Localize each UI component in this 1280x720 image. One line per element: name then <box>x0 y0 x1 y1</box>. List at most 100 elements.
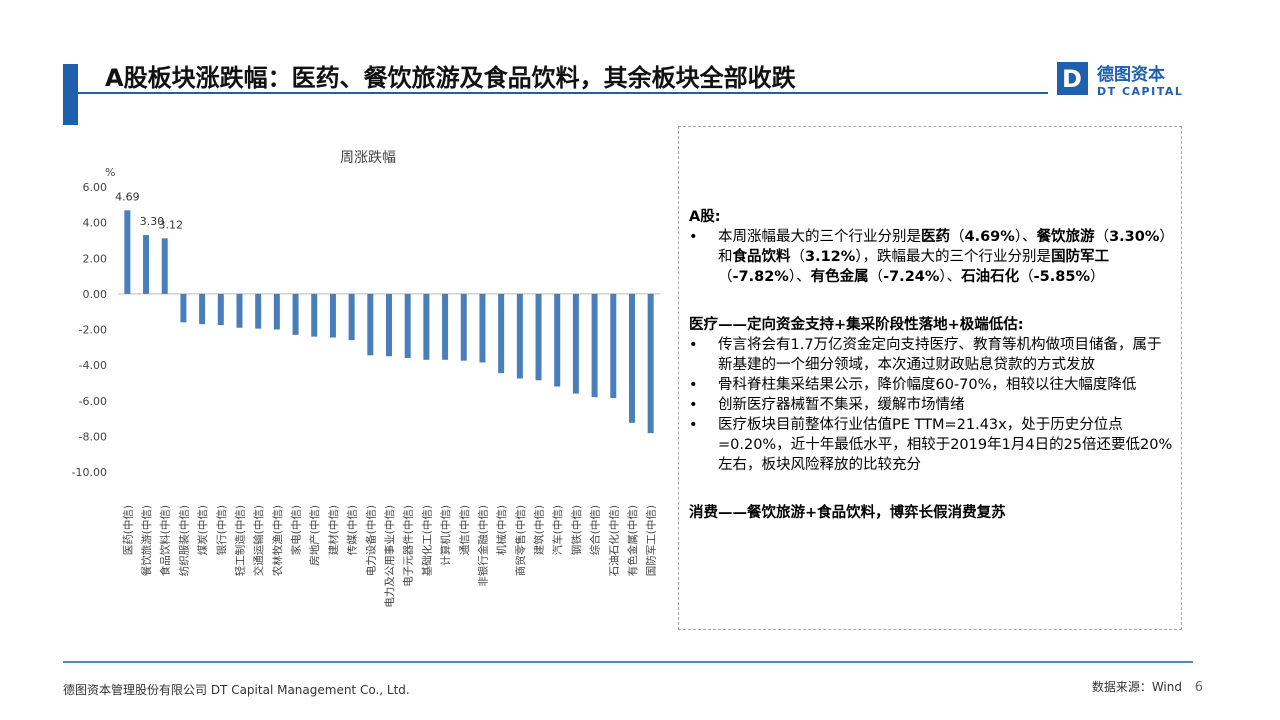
bullet-text: 骨科脊柱集采结果公示，降价幅度60-70%，相较以往大幅度降低 <box>718 377 1137 393</box>
bar <box>498 293 505 374</box>
page-number: 6 <box>1195 680 1203 695</box>
chart-title: 周涨跌幅 <box>340 150 396 166</box>
data-label: 3.30 <box>140 215 165 228</box>
x-tick-label: 电力及公用事业(中信) <box>383 505 396 608</box>
bar <box>236 293 243 328</box>
x-tick-label: 纺织服装(中信) <box>177 505 190 576</box>
bar <box>572 293 579 394</box>
bullet-text: 国防军工 <box>1051 249 1110 265</box>
bullet-text: ）、 <box>939 269 962 285</box>
bullet-text: （ <box>1019 269 1034 285</box>
x-tick-label: 电力设备(中信) <box>364 505 377 576</box>
x-tick-label: 计算机(中信) <box>439 505 452 566</box>
bar <box>516 293 523 379</box>
footer-source: 数据来源：Wind <box>1092 679 1182 694</box>
y-tick-label: -10.00 <box>72 466 107 479</box>
bar <box>554 293 561 387</box>
x-tick-label: 家电(中信) <box>290 505 303 555</box>
bullet-text: 医疗板块目前整体行业估值PE TTM=21.43x，处于历史分位点=0.20%，… <box>718 417 1173 473</box>
bar <box>217 293 224 326</box>
bullet-text: 3.30% <box>1109 229 1160 245</box>
bullet: 传言将会有1.7万亿资金定向支持医疗、教育等机构做项目储备，属于新基建的一个细分… <box>689 335 1173 375</box>
bullet-text: 3.12% <box>805 249 856 265</box>
x-tick-label: 电子元器件(中信) <box>402 505 415 587</box>
bullet-text: -5.85% <box>1033 269 1090 285</box>
x-tick-label: 农林牧渔(中信) <box>271 505 284 576</box>
bar <box>367 293 374 356</box>
bar <box>628 293 635 423</box>
x-tick-label: 石油石化(中信) <box>607 505 620 576</box>
bullet-text: ）、 <box>1014 229 1037 245</box>
section: 消费——餐饮旅游+食品饮料，博弈长假消费复苏 <box>689 503 1173 523</box>
logo-letter: D <box>1062 65 1082 93</box>
y-tick-label: -8.00 <box>79 430 107 443</box>
x-tick-label: 商贸零售(中信) <box>514 505 527 576</box>
section: 医疗——定向资金支持+集采阶段性落地+极端低估: 传言将会有1.7万亿资金定向支持… <box>689 315 1173 475</box>
bullet-text: （ <box>868 269 884 285</box>
bullet-text: 本周涨幅最大的三个行业分别是 <box>718 229 921 245</box>
x-tick-label: 轻工制造(中信) <box>233 505 246 576</box>
bullet-text: （ <box>790 249 806 265</box>
bullet-text: ），跌幅最大的三个行业分别是 <box>855 249 1052 265</box>
bullet-text: 传言将会有1.7万亿资金定向支持医疗、教育等机构做项目储备，属于新基建的一个细分… <box>718 337 1162 373</box>
bullet: 骨科脊柱集采结果公示，降价幅度60-70%，相较以往大幅度降低 <box>689 375 1173 395</box>
x-tick-label: 餐饮旅游(中信) <box>140 505 153 576</box>
chart: 6.00 4.00 2.00 0.00 -2.00 -4.00 -6.00 -8.00 -10.… <box>72 181 660 608</box>
bullet-text: 餐饮旅游 <box>1036 229 1095 245</box>
slide-title: A股板块涨跌幅：医药、餐饮旅游及食品饮料，其余板块全部收跌 <box>105 64 797 92</box>
x-tick-label: 基础化工(中信) <box>420 505 433 576</box>
bullet-text: （ <box>1094 229 1110 245</box>
y-tick-label: 4.00 <box>83 217 108 230</box>
footer-company: 德图资本管理股份有限公司 DT Capital Management Co., … <box>63 682 410 697</box>
x-tick-label: 交通运输(中信) <box>252 505 265 576</box>
y-unit: % <box>105 166 115 179</box>
bar <box>442 293 449 360</box>
bar <box>591 293 598 398</box>
bar <box>535 293 542 381</box>
y-tick-label: 0.00 <box>83 288 108 301</box>
x-tick-label: 非银行金融(中信) <box>476 505 489 587</box>
x-tick-label: 建筑(中信) <box>533 505 546 555</box>
bullet-text: 4.69% <box>964 229 1015 245</box>
bar <box>311 293 318 337</box>
bar <box>161 238 168 294</box>
bullet: 医疗板块目前整体行业估值PE TTM=21.43x，处于历史分位点=0.20%，… <box>689 415 1173 475</box>
bar <box>124 210 131 294</box>
data-label: 4.69 <box>115 190 140 203</box>
bar <box>423 293 430 360</box>
bar <box>610 293 617 399</box>
bar <box>386 293 392 357</box>
x-tick-label: 机械(中信) <box>495 505 508 555</box>
x-tick-label: 传媒(中信) <box>346 505 359 555</box>
bullet-text: （ <box>718 269 733 285</box>
bullet: 创新医疗器械暂不集采，缓解市场情绪 <box>689 395 1173 415</box>
bar <box>479 293 486 363</box>
y-tick-label: -2.00 <box>79 324 107 337</box>
bullet: 本周涨幅最大的三个行业分别是医药（4.69%）、餐饮旅游（3.30%）和食品饮料… <box>689 227 1173 287</box>
x-tick-label: 房地产(中信) <box>308 505 321 566</box>
x-tick-label: 煤炭(中信) <box>196 505 209 555</box>
bar <box>404 293 411 358</box>
y-tick-label: 2.00 <box>83 252 108 265</box>
y-tick-label: -6.00 <box>79 395 107 408</box>
logo-mark <box>1057 62 1088 95</box>
data-label: 3.12 <box>158 218 183 231</box>
bar <box>273 293 280 330</box>
x-tick-label: 汽车(中信) <box>551 505 564 555</box>
text-panel: A股:本周涨幅最大的三个行业分别是医药（4.69%）、餐饮旅游（3.30%）和食… <box>678 126 1182 630</box>
y-tick-label: -4.00 <box>79 359 107 372</box>
x-tick-label: 国防军工(中信) <box>645 505 658 576</box>
section: A股:本周涨幅最大的三个行业分别是医药（4.69%）、餐饮旅游（3.30%）和食… <box>689 207 1173 287</box>
bullet-text: 食品饮料 <box>732 249 791 265</box>
bullet-text: 医药 <box>921 229 950 245</box>
section-heading: A股: <box>689 209 721 225</box>
logo-cn: 德图资本 <box>1097 64 1165 85</box>
x-tick-label: 有色金属(中信) <box>626 505 639 576</box>
bullet-text: 石油石化 <box>961 269 1020 285</box>
x-tick-label: 医药(中信) <box>121 505 134 555</box>
section-heading: 消费——餐饮旅游+食品饮料，博弈长假消费复苏 <box>689 505 1006 521</box>
title-accent <box>63 64 78 125</box>
bar <box>329 293 336 338</box>
